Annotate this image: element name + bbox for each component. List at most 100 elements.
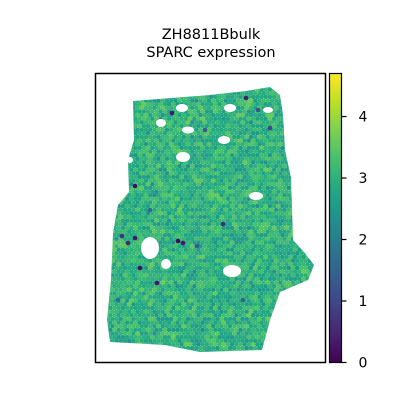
expression-spot bbox=[259, 240, 264, 245]
expression-spot bbox=[135, 178, 140, 183]
expression-spot bbox=[257, 243, 262, 249]
expression-spot bbox=[286, 229, 292, 234]
expression-spot bbox=[217, 349, 222, 352]
expression-spot bbox=[166, 145, 172, 151]
expression-spot bbox=[219, 192, 224, 198]
expression-spot bbox=[206, 127, 212, 132]
expression-spot bbox=[150, 291, 155, 296]
expression-spot bbox=[280, 160, 285, 165]
expression-spot bbox=[248, 243, 254, 249]
expression-spot bbox=[137, 101, 142, 107]
expression-spot bbox=[288, 101, 294, 107]
expression-spot bbox=[261, 149, 266, 154]
expression-spot bbox=[227, 214, 233, 220]
expression-spot bbox=[196, 145, 201, 151]
expression-spot bbox=[126, 316, 132, 322]
expression-spot bbox=[145, 334, 151, 340]
expression-spot bbox=[194, 200, 199, 205]
expression-spot bbox=[257, 207, 262, 213]
expression-spot bbox=[213, 160, 218, 165]
expression-spot bbox=[246, 291, 252, 296]
expression-spot bbox=[305, 167, 310, 172]
expression-spot bbox=[257, 120, 262, 125]
expression-spot bbox=[112, 109, 117, 114]
expression-spot bbox=[198, 265, 203, 271]
expression-spot bbox=[305, 145, 310, 151]
expression-spot bbox=[309, 116, 314, 122]
expression-spot bbox=[273, 149, 279, 154]
expression-spot bbox=[288, 240, 294, 245]
expression-spot bbox=[175, 225, 180, 231]
expression-spot bbox=[297, 225, 302, 231]
expression-spot bbox=[292, 109, 298, 114]
expression-spot bbox=[252, 91, 258, 96]
expression-spot bbox=[175, 254, 180, 260]
expression-spot bbox=[200, 320, 205, 325]
expression-spot bbox=[286, 149, 292, 154]
expression-spot bbox=[248, 214, 254, 220]
expression-spot bbox=[122, 316, 128, 322]
expression-spot bbox=[269, 323, 275, 329]
expression-spot bbox=[173, 302, 178, 307]
expression-spot bbox=[133, 262, 138, 267]
expression-spot bbox=[311, 87, 314, 89]
expression-spot bbox=[238, 131, 243, 136]
expression-spot bbox=[227, 171, 233, 176]
expression-spot bbox=[135, 200, 140, 205]
expression-spot bbox=[311, 258, 314, 263]
expression-spot bbox=[229, 182, 235, 187]
expression-spot bbox=[282, 214, 287, 220]
expression-spot bbox=[313, 349, 314, 352]
expression-spot bbox=[248, 251, 254, 256]
expression-spot bbox=[143, 229, 149, 234]
expression-spot bbox=[278, 345, 283, 351]
expression-spot bbox=[179, 182, 184, 187]
expression-spot bbox=[204, 283, 210, 289]
expression-spot bbox=[301, 225, 306, 231]
expression-spot bbox=[177, 163, 182, 169]
expression-spot bbox=[135, 134, 140, 140]
expression-spot bbox=[160, 294, 166, 300]
expression-spot bbox=[137, 138, 142, 143]
expression-spot bbox=[194, 91, 199, 96]
expression-spot bbox=[150, 262, 155, 267]
expression-spot bbox=[118, 207, 124, 213]
expression-spot bbox=[187, 160, 193, 165]
expression-spot bbox=[297, 94, 302, 100]
expression-spot bbox=[110, 338, 115, 344]
expression-spot bbox=[168, 229, 174, 234]
expression-spot bbox=[173, 163, 178, 169]
expression-spot bbox=[162, 152, 168, 158]
expression-spot bbox=[307, 331, 313, 336]
expression-spot bbox=[248, 91, 254, 96]
expression-spot bbox=[158, 276, 163, 282]
expression-spot bbox=[305, 320, 310, 325]
expression-spot bbox=[198, 214, 203, 220]
expression-spot bbox=[177, 345, 182, 351]
expression-spot bbox=[135, 302, 140, 307]
expression-spot bbox=[156, 258, 161, 263]
expression-spot bbox=[217, 101, 222, 107]
expression-spot bbox=[255, 313, 260, 318]
expression-spot bbox=[196, 225, 201, 231]
expression-spot bbox=[228, 353, 233, 358]
expression-spot bbox=[292, 87, 298, 92]
expression-spot bbox=[196, 342, 201, 347]
expression-spot bbox=[305, 189, 310, 194]
expression-spot bbox=[265, 98, 271, 103]
expression-spot bbox=[110, 163, 115, 169]
expression-spot bbox=[234, 109, 239, 114]
expression-spot bbox=[284, 327, 289, 333]
expression-spot bbox=[137, 189, 142, 194]
expression-spot bbox=[200, 334, 205, 340]
expression-spot bbox=[158, 327, 163, 333]
expression-spot bbox=[194, 207, 199, 213]
expression-spot bbox=[257, 258, 262, 263]
expression-spot bbox=[284, 131, 289, 136]
expression-spot bbox=[126, 265, 132, 271]
expression-spot bbox=[108, 313, 113, 318]
expression-spot bbox=[249, 353, 254, 358]
expression-spot bbox=[208, 94, 214, 100]
expression-spot bbox=[118, 309, 124, 314]
expression-spot bbox=[305, 174, 310, 180]
